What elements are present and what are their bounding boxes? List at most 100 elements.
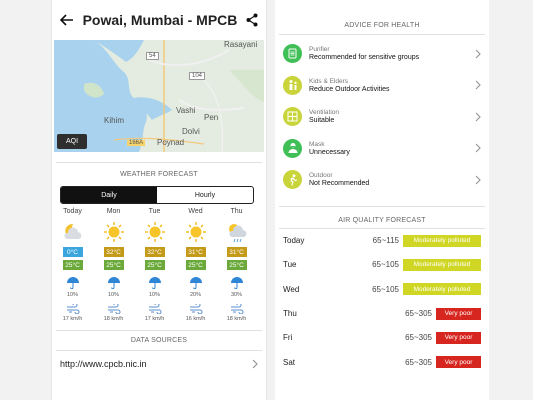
advice-text: Ventilation Suitable — [309, 109, 475, 124]
tab-daily[interactable]: Daily — [61, 187, 157, 203]
map-label-poynad: Poynad — [157, 138, 185, 147]
air-quality-day: Wed — [283, 284, 300, 294]
advice-value: Recommended for sensitive groups — [309, 54, 420, 62]
air-quality-badge: Moderately polluted — [403, 258, 481, 271]
advice-value: Suitable — [309, 117, 335, 125]
umbrella-icon — [230, 274, 244, 292]
chevron-right-icon — [475, 175, 481, 185]
wind-icon — [66, 302, 80, 316]
umbrella-icon — [189, 274, 203, 292]
wind-icon — [230, 302, 244, 316]
air-quality-range: 65~305 — [405, 309, 432, 319]
chevron-right-icon — [475, 112, 481, 122]
air-quality-row: Tue 65~105 Moderately polluted — [275, 253, 489, 277]
app-header: Powai, Mumbai - MPCB — [52, 0, 266, 40]
sun-rain-cloud-icon — [225, 220, 249, 244]
forecast-high-temp: 31°C — [226, 247, 247, 257]
umbrella-icon — [66, 274, 80, 292]
forecast-rain-chance: 20% — [189, 292, 201, 298]
forecast-rain-chance: 10% — [66, 292, 78, 298]
umbrella-icon — [107, 274, 121, 292]
air-quality-range: 65~305 — [405, 357, 432, 367]
advice-category: Kids & Elders — [309, 77, 349, 85]
umbrella-icon — [148, 274, 162, 292]
air-quality-day: Sat — [283, 357, 296, 367]
tab-hourly[interactable]: Hourly — [194, 191, 216, 199]
divider — [56, 350, 262, 351]
air-quality-range: 65~115 — [372, 236, 399, 246]
forecast-wind-speed: 17 km/h — [62, 316, 83, 322]
map-label-vashi: Vashi — [176, 106, 196, 115]
sun-icon — [102, 220, 126, 244]
map-terrain — [54, 40, 264, 152]
forecast-day-column: Tue 32°C 25°C 10% 17 km/h — [134, 208, 175, 322]
advice-text: Purifier Recommended for sensitive groups — [309, 46, 475, 61]
forecast-day-label: Wed — [188, 208, 203, 215]
daily-forecast-grid: Today 0°C 25°C 10% 17 km/h Mon 32°C 25°C 10% 18 k… — [52, 208, 266, 322]
air-quality-row: Today 65~115 Moderately polluted — [275, 229, 489, 253]
advice-item[interactable]: Ventilation Suitable — [275, 101, 489, 133]
mask-person-icon — [283, 138, 302, 158]
advice-item[interactable]: Purifier Recommended for sensitive groups — [275, 38, 489, 70]
air-quality-day: Fri — [283, 333, 293, 343]
forecast-rain-chance: 10% — [107, 292, 119, 298]
forecast-day-label: Tue — [148, 208, 161, 215]
divider — [56, 162, 262, 163]
runner-icon — [283, 170, 302, 190]
page-title: Powai, Mumbai - MPCB — [82, 12, 238, 28]
moon-cloud-icon — [61, 220, 85, 244]
forecast-day-column: Wed 31°C 25°C 20% 16 km/h — [175, 208, 216, 322]
sun-icon — [143, 220, 167, 244]
advice-text: Kids & Elders Reduce Outdoor Activities — [309, 78, 475, 93]
divider — [56, 330, 262, 331]
air-quality-badge: Very poor — [436, 307, 481, 320]
divider — [279, 205, 485, 207]
air-quality-badge: Moderately polluted — [403, 283, 481, 296]
air-quality-badge: Very poor — [436, 331, 481, 344]
air-quality-day: Today — [283, 236, 305, 246]
map-label-road-104: 104 — [189, 72, 206, 80]
forecast-day-column: Mon 32°C 25°C 10% 18 km/h — [93, 208, 134, 322]
wind-icon — [148, 302, 162, 316]
forecast-rain-chance: 10% — [148, 292, 160, 298]
air-quality-row: Sat 65~305 Very poor — [275, 350, 489, 374]
advice-category: Outdoor — [309, 172, 333, 180]
health-panel: ADVICE FOR HEALTH Purifier Recommended fo… — [275, 0, 489, 400]
map-label-road-54: 54 — [146, 52, 159, 60]
sun-icon — [184, 220, 208, 244]
aqi-map-button[interactable]: AQI — [57, 134, 87, 149]
forecast-wind-speed: 16 km/h — [185, 316, 206, 322]
family-icon — [283, 75, 302, 95]
air-quality-badge: Very poor — [436, 356, 481, 369]
advice-item[interactable]: Mask Unnecessary — [275, 133, 489, 165]
forecast-high-temp: 0°C — [62, 247, 83, 257]
advice-item[interactable]: Kids & Elders Reduce Outdoor Activities — [275, 70, 489, 102]
data-source-link[interactable]: http://www.cpcb.nic.in — [60, 359, 147, 369]
advice-title: ADVICE FOR HEALTH — [344, 22, 420, 29]
data-source-link-row[interactable]: http://www.cpcb.nic.in — [52, 351, 266, 377]
forecast-low-temp: 25°C — [62, 260, 83, 270]
advice-value: Reduce Outdoor Activities — [309, 85, 390, 93]
location-detail-panel: Powai, Mumbai - MPCB Rasayani 54 104 Vas… — [51, 0, 267, 400]
forecast-day-label: Mon — [106, 208, 121, 215]
chevron-right-icon — [475, 49, 481, 59]
forecast-day-label: Today — [63, 208, 82, 215]
forecast-day-column: Thu 31°C 25°C 30% 18 km/h — [216, 208, 257, 322]
forecast-low-temp: 25°C — [226, 260, 247, 270]
advice-text: Mask Unnecessary — [309, 141, 475, 156]
advice-value: Unnecessary — [309, 148, 350, 156]
forecast-low-temp: 25°C — [144, 260, 165, 270]
map-label-pen: Pen — [204, 113, 219, 122]
location-map[interactable]: Rasayani 54 104 Vashi Pen Kihim Dolvi Po… — [54, 40, 264, 152]
advice-category: Purifier — [309, 46, 330, 54]
back-arrow-icon[interactable] — [60, 13, 74, 27]
map-label-dolvi: Dolvi — [182, 127, 200, 136]
air-quality-day: Thu — [283, 309, 297, 319]
map-label-road-166a: 166A — [127, 140, 146, 146]
forecast-wind-speed: 18 km/h — [226, 316, 247, 322]
advice-item[interactable]: Outdoor Not Recommended — [275, 164, 489, 196]
advice-list: Purifier Recommended for sensitive groups… — [275, 38, 489, 196]
chevron-right-icon — [475, 80, 481, 90]
share-icon[interactable] — [246, 13, 258, 27]
forecast-day-label: Thu — [230, 208, 243, 215]
